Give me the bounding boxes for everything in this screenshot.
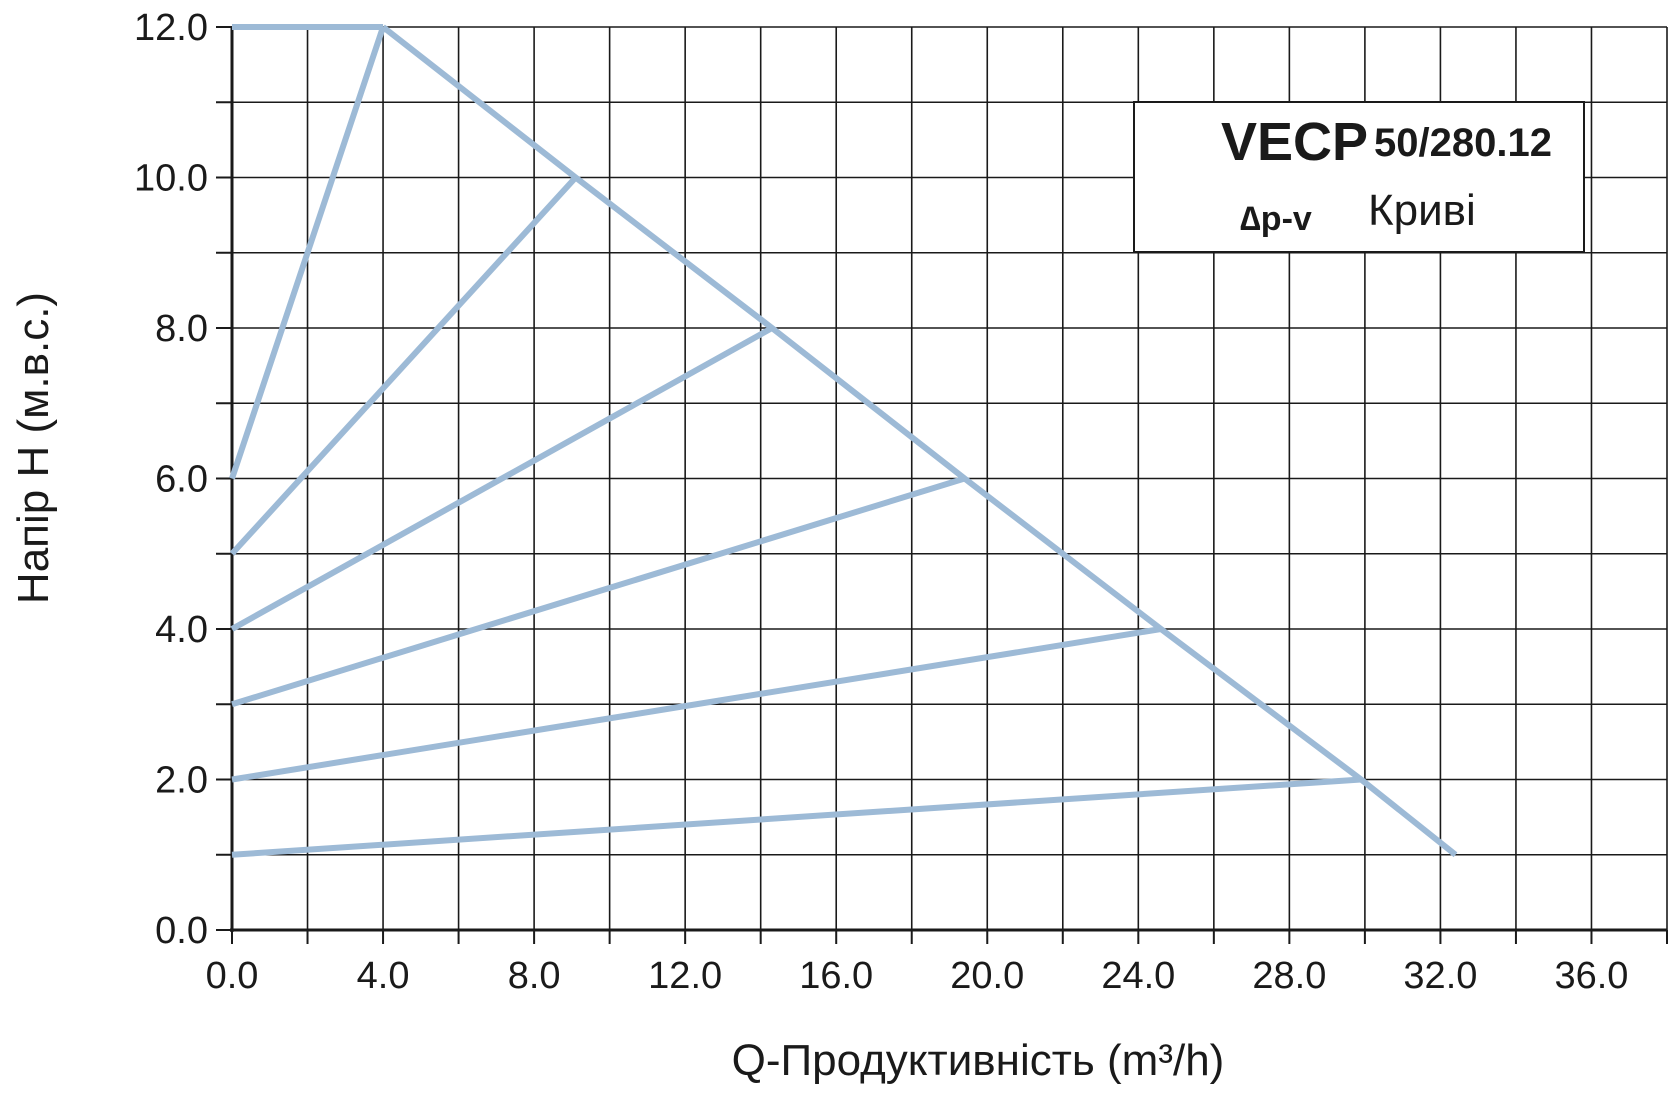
x-tick-label: 20.0 bbox=[950, 955, 1024, 997]
x-tick-label: 28.0 bbox=[1252, 955, 1326, 997]
series-line-7 bbox=[231, 626, 1162, 783]
x-tick-label: 16.0 bbox=[799, 955, 873, 997]
x-axis-label: Q-Продуктивність (m³/h) bbox=[732, 1036, 1225, 1085]
series-line-3 bbox=[229, 26, 386, 480]
y-tick-label: 4.0 bbox=[155, 609, 208, 651]
x-tick-label: 24.0 bbox=[1101, 955, 1175, 997]
y-tick-label: 10.0 bbox=[134, 158, 208, 200]
grid bbox=[216, 26, 1668, 944]
x-tick-label: 8.0 bbox=[508, 955, 561, 997]
y-axis-label: Напір H (м.в.с.) bbox=[9, 292, 58, 604]
legend-mode: ∆p-v bbox=[1240, 200, 1312, 238]
x-tick-label: 4.0 bbox=[357, 955, 410, 997]
x-tick-label: 36.0 bbox=[1554, 955, 1628, 997]
legend-size: 50/280.12 bbox=[1374, 121, 1552, 165]
x-tick-label: 12.0 bbox=[648, 955, 722, 997]
x-tick-label: 32.0 bbox=[1403, 955, 1477, 997]
y-tick-label: 12.0 bbox=[134, 7, 208, 49]
legend-frame bbox=[1133, 101, 1585, 253]
series-line-8 bbox=[231, 776, 1362, 858]
series-layer bbox=[229, 24, 1458, 858]
tick-labels: 0.0 4.0 8.0 12.0 16.0 20.0 24.0 28.0 32.0 36.0 0.0… bbox=[134, 7, 1628, 997]
y-tick-label: 6.0 bbox=[155, 459, 208, 501]
series-line-6 bbox=[231, 475, 966, 708]
series-line-5 bbox=[230, 325, 774, 632]
legend-box: VECP 50/280.12 ∆p-v Криві bbox=[1133, 101, 1585, 253]
legend-model: VECP bbox=[1221, 112, 1368, 172]
y-tick-label: 2.0 bbox=[155, 760, 208, 802]
x-tick-label: 0.0 bbox=[206, 955, 259, 997]
series-line-4 bbox=[229, 175, 578, 556]
y-tick-label: 0.0 bbox=[155, 910, 208, 952]
y-tick-label: 8.0 bbox=[155, 308, 208, 350]
legend-curves-label: Криві bbox=[1368, 186, 1476, 235]
